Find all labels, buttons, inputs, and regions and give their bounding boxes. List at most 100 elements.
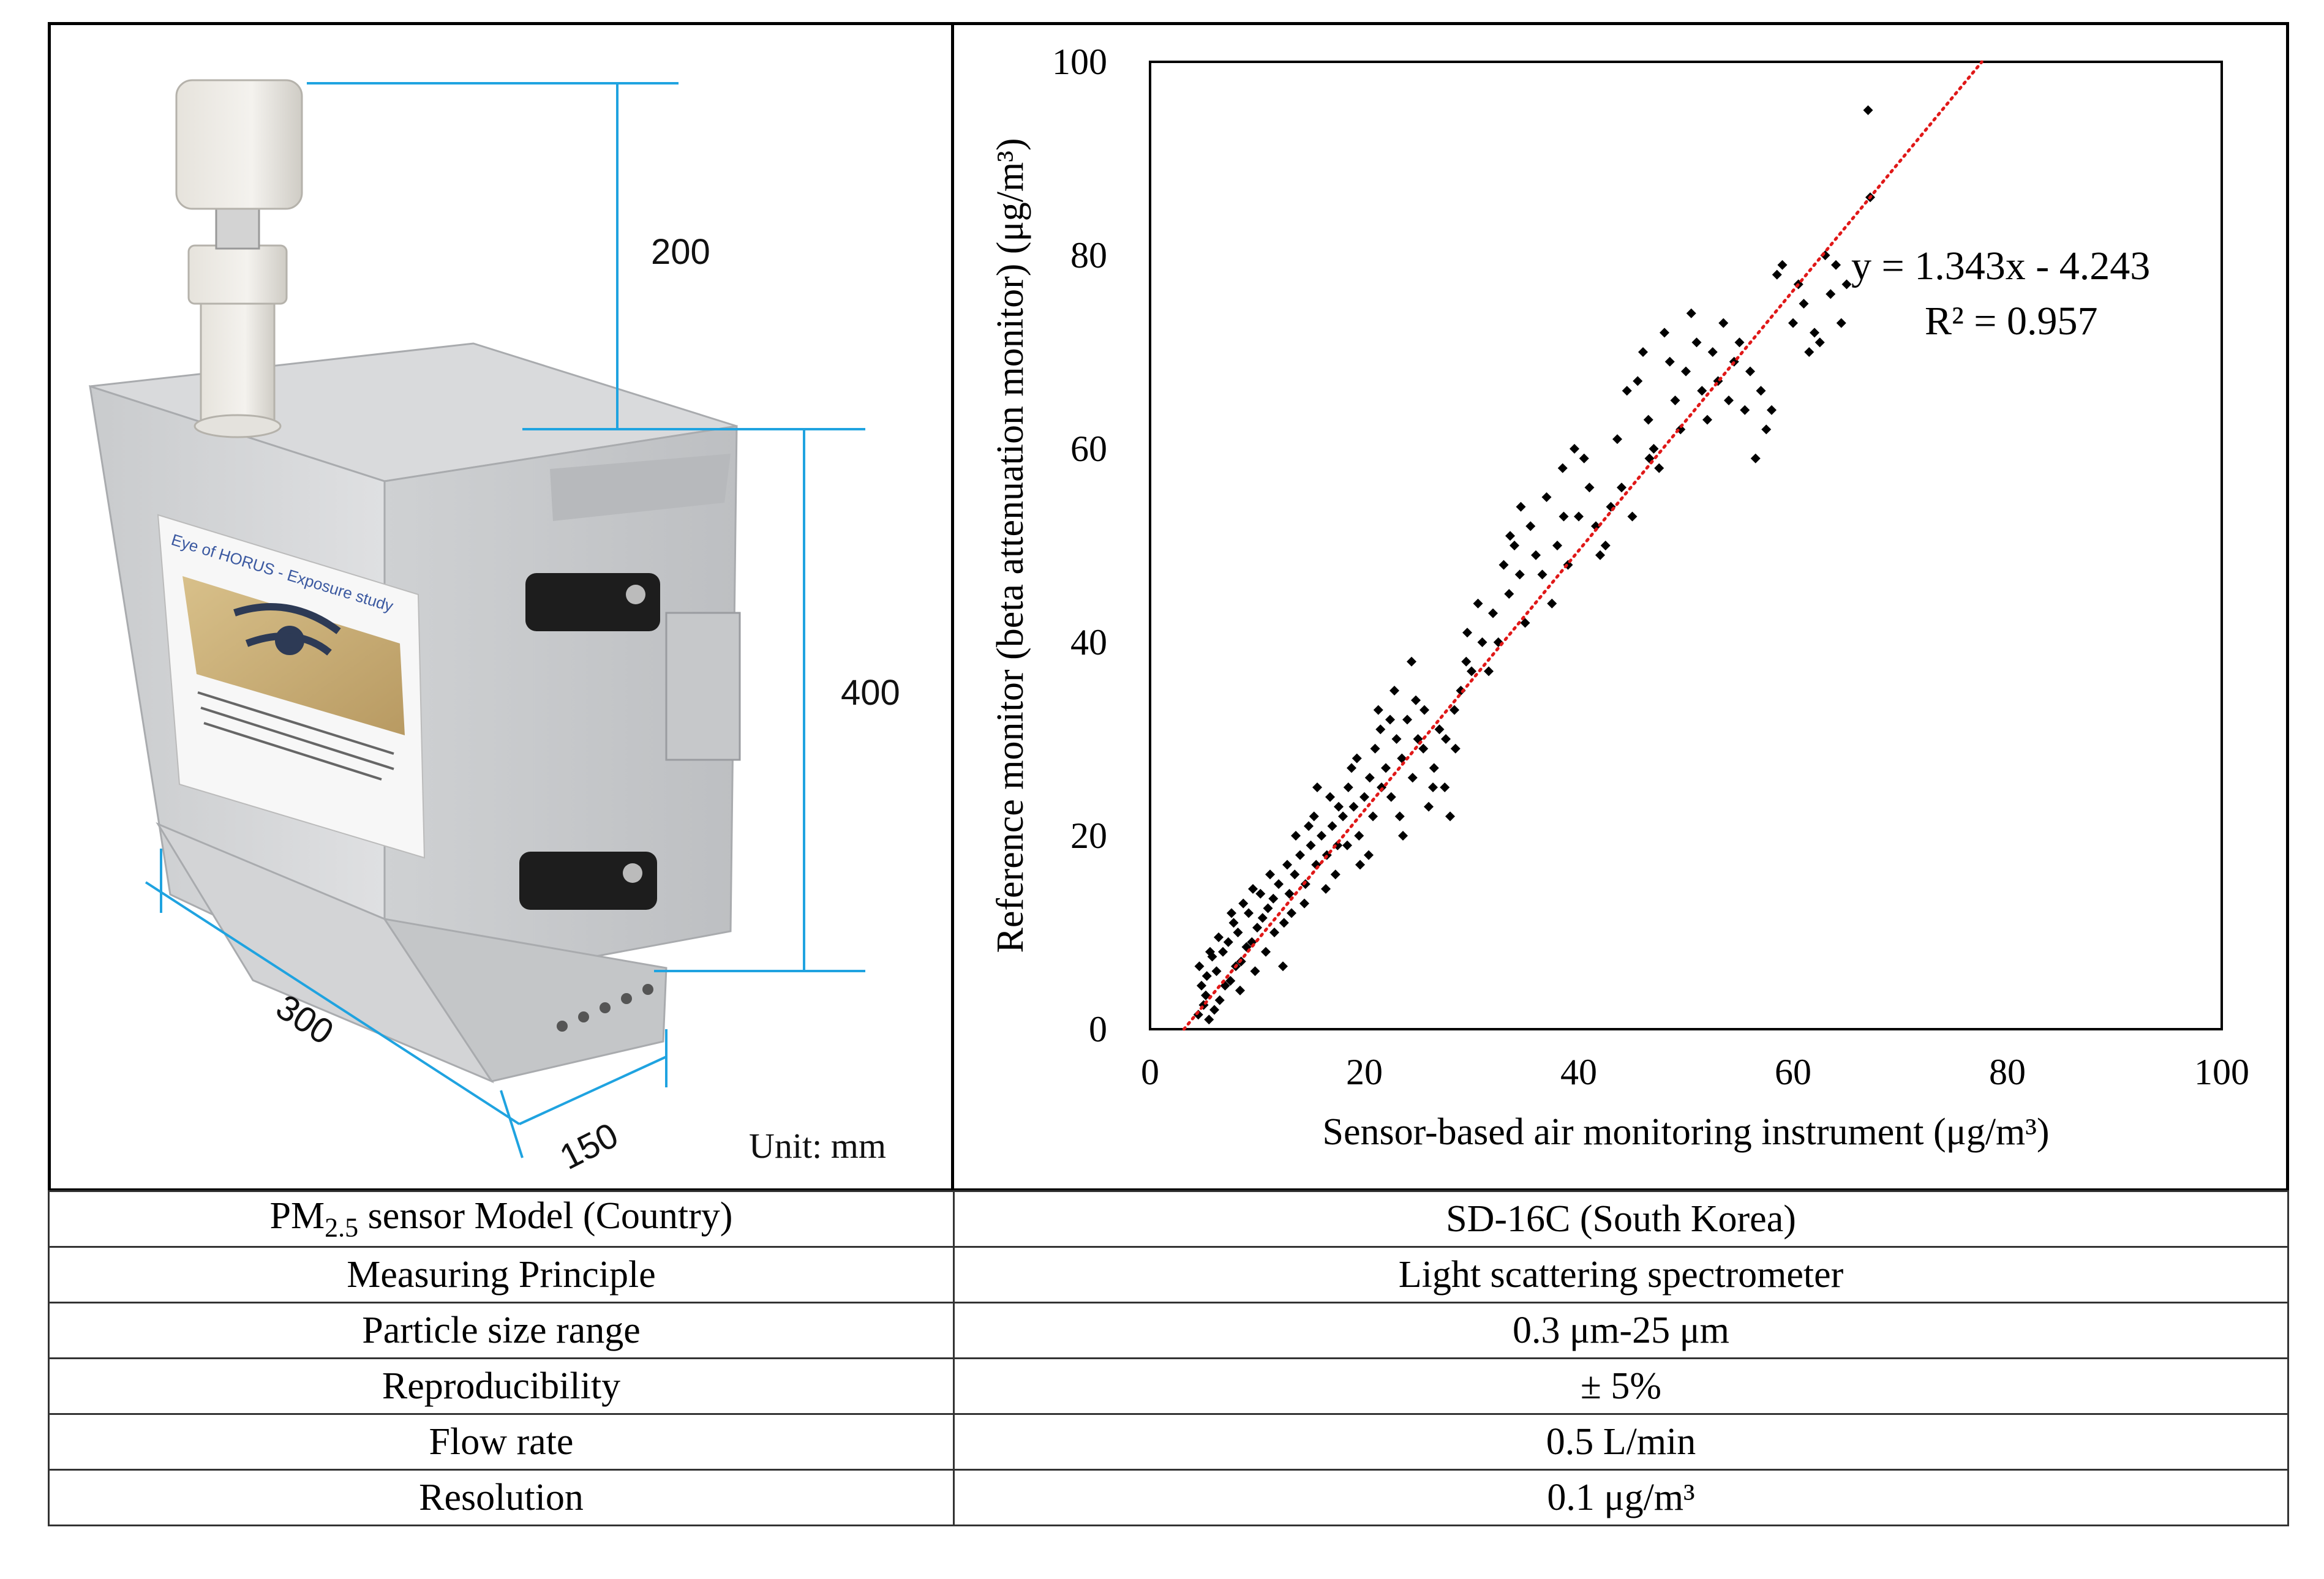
y-axis-ticks: 0 20 40 60 80 100	[1052, 42, 1107, 1049]
scatter-point	[1697, 386, 1707, 396]
scatter-point	[1520, 618, 1530, 628]
scatter-point	[1429, 763, 1439, 773]
scatter-point	[1552, 541, 1562, 550]
scatter-point	[1691, 337, 1702, 348]
scatter-point	[1244, 908, 1254, 918]
eye-of-horus-icon	[233, 603, 341, 656]
dimension-box-height: 400	[841, 673, 900, 713]
scatter-point	[1467, 666, 1476, 677]
scatter-point	[1514, 569, 1525, 580]
scatter-point	[1279, 918, 1289, 928]
trendline-equation: y = 1.343x - 4.243	[1851, 244, 2150, 288]
scatter-point	[1194, 961, 1205, 972]
scatter-point	[1788, 318, 1798, 328]
scatter-point	[1541, 492, 1552, 502]
scatter-point	[1238, 898, 1249, 909]
x-axis-label: Sensor-based air monitoring instrument (…	[1322, 1111, 2049, 1153]
table-row: Particle size range 0.3 μm-25 μm	[48, 1302, 2289, 1359]
scatter-point	[1306, 840, 1316, 850]
scatter-point	[1348, 801, 1359, 812]
table-row: Resolution 0.1 μg/m³	[48, 1469, 2289, 1526]
scatter-point	[1330, 869, 1341, 880]
scatter-point	[1525, 521, 1536, 531]
sticker-text-lines	[197, 691, 394, 781]
scatter-point	[1600, 541, 1611, 550]
dimension-box-depth: 150	[554, 1115, 625, 1177]
scatter-point	[1263, 903, 1273, 913]
inlet-base	[194, 414, 282, 438]
scatter-point	[1394, 811, 1405, 822]
scatter-point	[1334, 801, 1344, 812]
scatter-point	[1355, 860, 1365, 870]
trendline-r-squared: R² = 0.957	[1925, 299, 2098, 343]
scatter-point	[1612, 434, 1622, 444]
scatter-point	[1375, 724, 1386, 735]
vent-holes	[557, 984, 653, 1032]
scatter-point	[1209, 1005, 1219, 1015]
scatter-point	[1504, 589, 1514, 599]
inlet-collar	[187, 244, 288, 305]
scatter-point	[1312, 782, 1322, 792]
box-base-side	[382, 917, 667, 1082]
scatter-point	[1836, 318, 1846, 328]
scatter-point	[1342, 840, 1352, 850]
scatter-point	[1424, 801, 1434, 812]
scatter-point	[1269, 928, 1279, 937]
scatter-point	[1627, 511, 1638, 522]
scatter-point	[1510, 541, 1519, 550]
inlet-cap	[175, 79, 303, 210]
x-axis-ticks: 0 20 40 60 80 100	[1141, 1052, 2249, 1092]
device-photo: Eye of HORUS - Exposure study 200 400 30…	[89, 79, 900, 1177]
table-label-cell: Resolution	[48, 1469, 955, 1526]
scatter-point	[1473, 598, 1483, 609]
scatter-point	[1398, 831, 1408, 841]
scatter-point	[1338, 811, 1348, 822]
table-row: Reproducibility ± 5%	[48, 1357, 2289, 1415]
scatter-point	[1317, 831, 1326, 841]
scatter-point	[1440, 782, 1450, 792]
scatter-point	[1799, 299, 1809, 309]
scatter-point	[1664, 356, 1675, 367]
scatter-point	[1201, 971, 1212, 981]
scatter-point	[1257, 913, 1268, 923]
scatter-chart: 0 20 40 60 80 100 0 20 40 60 80 100 y = 1.343x - 4…	[990, 42, 2249, 1153]
scatter-point	[1649, 444, 1659, 454]
scatter-point	[1537, 569, 1547, 580]
scatter-point	[1235, 985, 1245, 996]
table-value-cell: ± 5%	[953, 1357, 2289, 1415]
dimension-inlet-height: 200	[651, 232, 710, 272]
scatter-point	[1390, 686, 1399, 696]
scatter-point	[1304, 821, 1314, 831]
scatter-point	[1407, 773, 1418, 783]
scatter-point	[1287, 908, 1296, 918]
scatter-point	[1516, 501, 1526, 512]
scatter-point	[1638, 347, 1648, 357]
scatter-point	[1233, 928, 1243, 937]
scatter-point	[1214, 932, 1224, 942]
scatter-point	[1574, 511, 1584, 522]
x-tick-label: 20	[1346, 1052, 1383, 1092]
scatter-point	[1488, 608, 1498, 618]
table-value-cell: 0.1 μg/m³	[953, 1469, 2289, 1526]
scatter-point	[1584, 482, 1595, 493]
scatter-point	[1321, 883, 1331, 894]
scatter-point	[1643, 414, 1653, 425]
table-label-cell: Particle size range	[48, 1302, 955, 1359]
scatter-point	[1420, 705, 1429, 715]
scatter-point	[1570, 444, 1579, 454]
scatter-point	[1462, 628, 1472, 638]
scatter-point	[1547, 598, 1557, 609]
scatter-point	[1309, 811, 1319, 822]
scatter-point	[1418, 743, 1429, 754]
scatter-point	[1223, 937, 1233, 947]
y-tick-label: 80	[1070, 235, 1107, 276]
scatter-point	[1325, 792, 1335, 802]
dimension-lines	[145, 82, 865, 1158]
scatter-point	[1248, 883, 1258, 894]
table-label-cell: Reproducibility	[48, 1357, 955, 1415]
scatter-point	[1745, 366, 1755, 377]
table-row: Flow rate 0.5 L/min	[48, 1413, 2289, 1471]
scatter-point	[1407, 656, 1416, 667]
table-label-cell: PM2.5 sensor Model (Country)	[48, 1190, 955, 1248]
scatter-point	[1327, 821, 1337, 831]
